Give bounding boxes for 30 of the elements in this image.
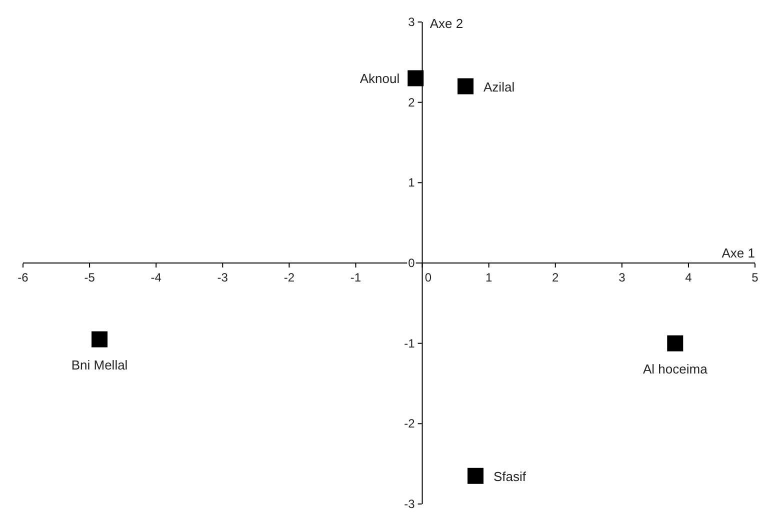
series-label: Bni Mellal	[71, 357, 128, 372]
point	[468, 468, 484, 484]
series-label: Al hoceima	[642, 361, 708, 376]
x-tick-label: -3	[217, 270, 228, 284]
point	[92, 331, 108, 348]
x-axis-title: Axe 1	[722, 246, 755, 260]
y-tick-label: -3	[404, 497, 416, 511]
x-tick-label: -2	[284, 270, 295, 284]
series-label: Sfasif	[494, 468, 526, 484]
x-tick-label: -1	[350, 270, 362, 284]
point	[667, 335, 684, 352]
x-tick-label: 5	[752, 270, 759, 284]
x-tick-label: -6	[18, 270, 29, 284]
x-tick-label: -4	[150, 270, 162, 284]
series-label: Aknoul	[360, 71, 400, 86]
series-label: Azilal	[484, 79, 515, 94]
y-tick-label: -2	[404, 416, 416, 431]
y-tick-label: 1	[408, 176, 416, 190]
x-tick-label: 2	[552, 270, 560, 284]
y-tick-label: -1	[404, 336, 416, 350]
y-tick-label: 3	[408, 15, 416, 29]
x-tick-label: 4	[685, 270, 692, 284]
x-tick-label: 1	[485, 270, 492, 284]
point	[458, 78, 474, 94]
y-axis-title: Axe 2	[430, 16, 464, 31]
x-tick-label: 0	[424, 270, 432, 284]
point	[408, 70, 424, 86]
y-tick-label: 2	[408, 95, 416, 110]
x-tick-label: -5	[84, 270, 96, 284]
x-tick-label: 3	[618, 270, 626, 284]
